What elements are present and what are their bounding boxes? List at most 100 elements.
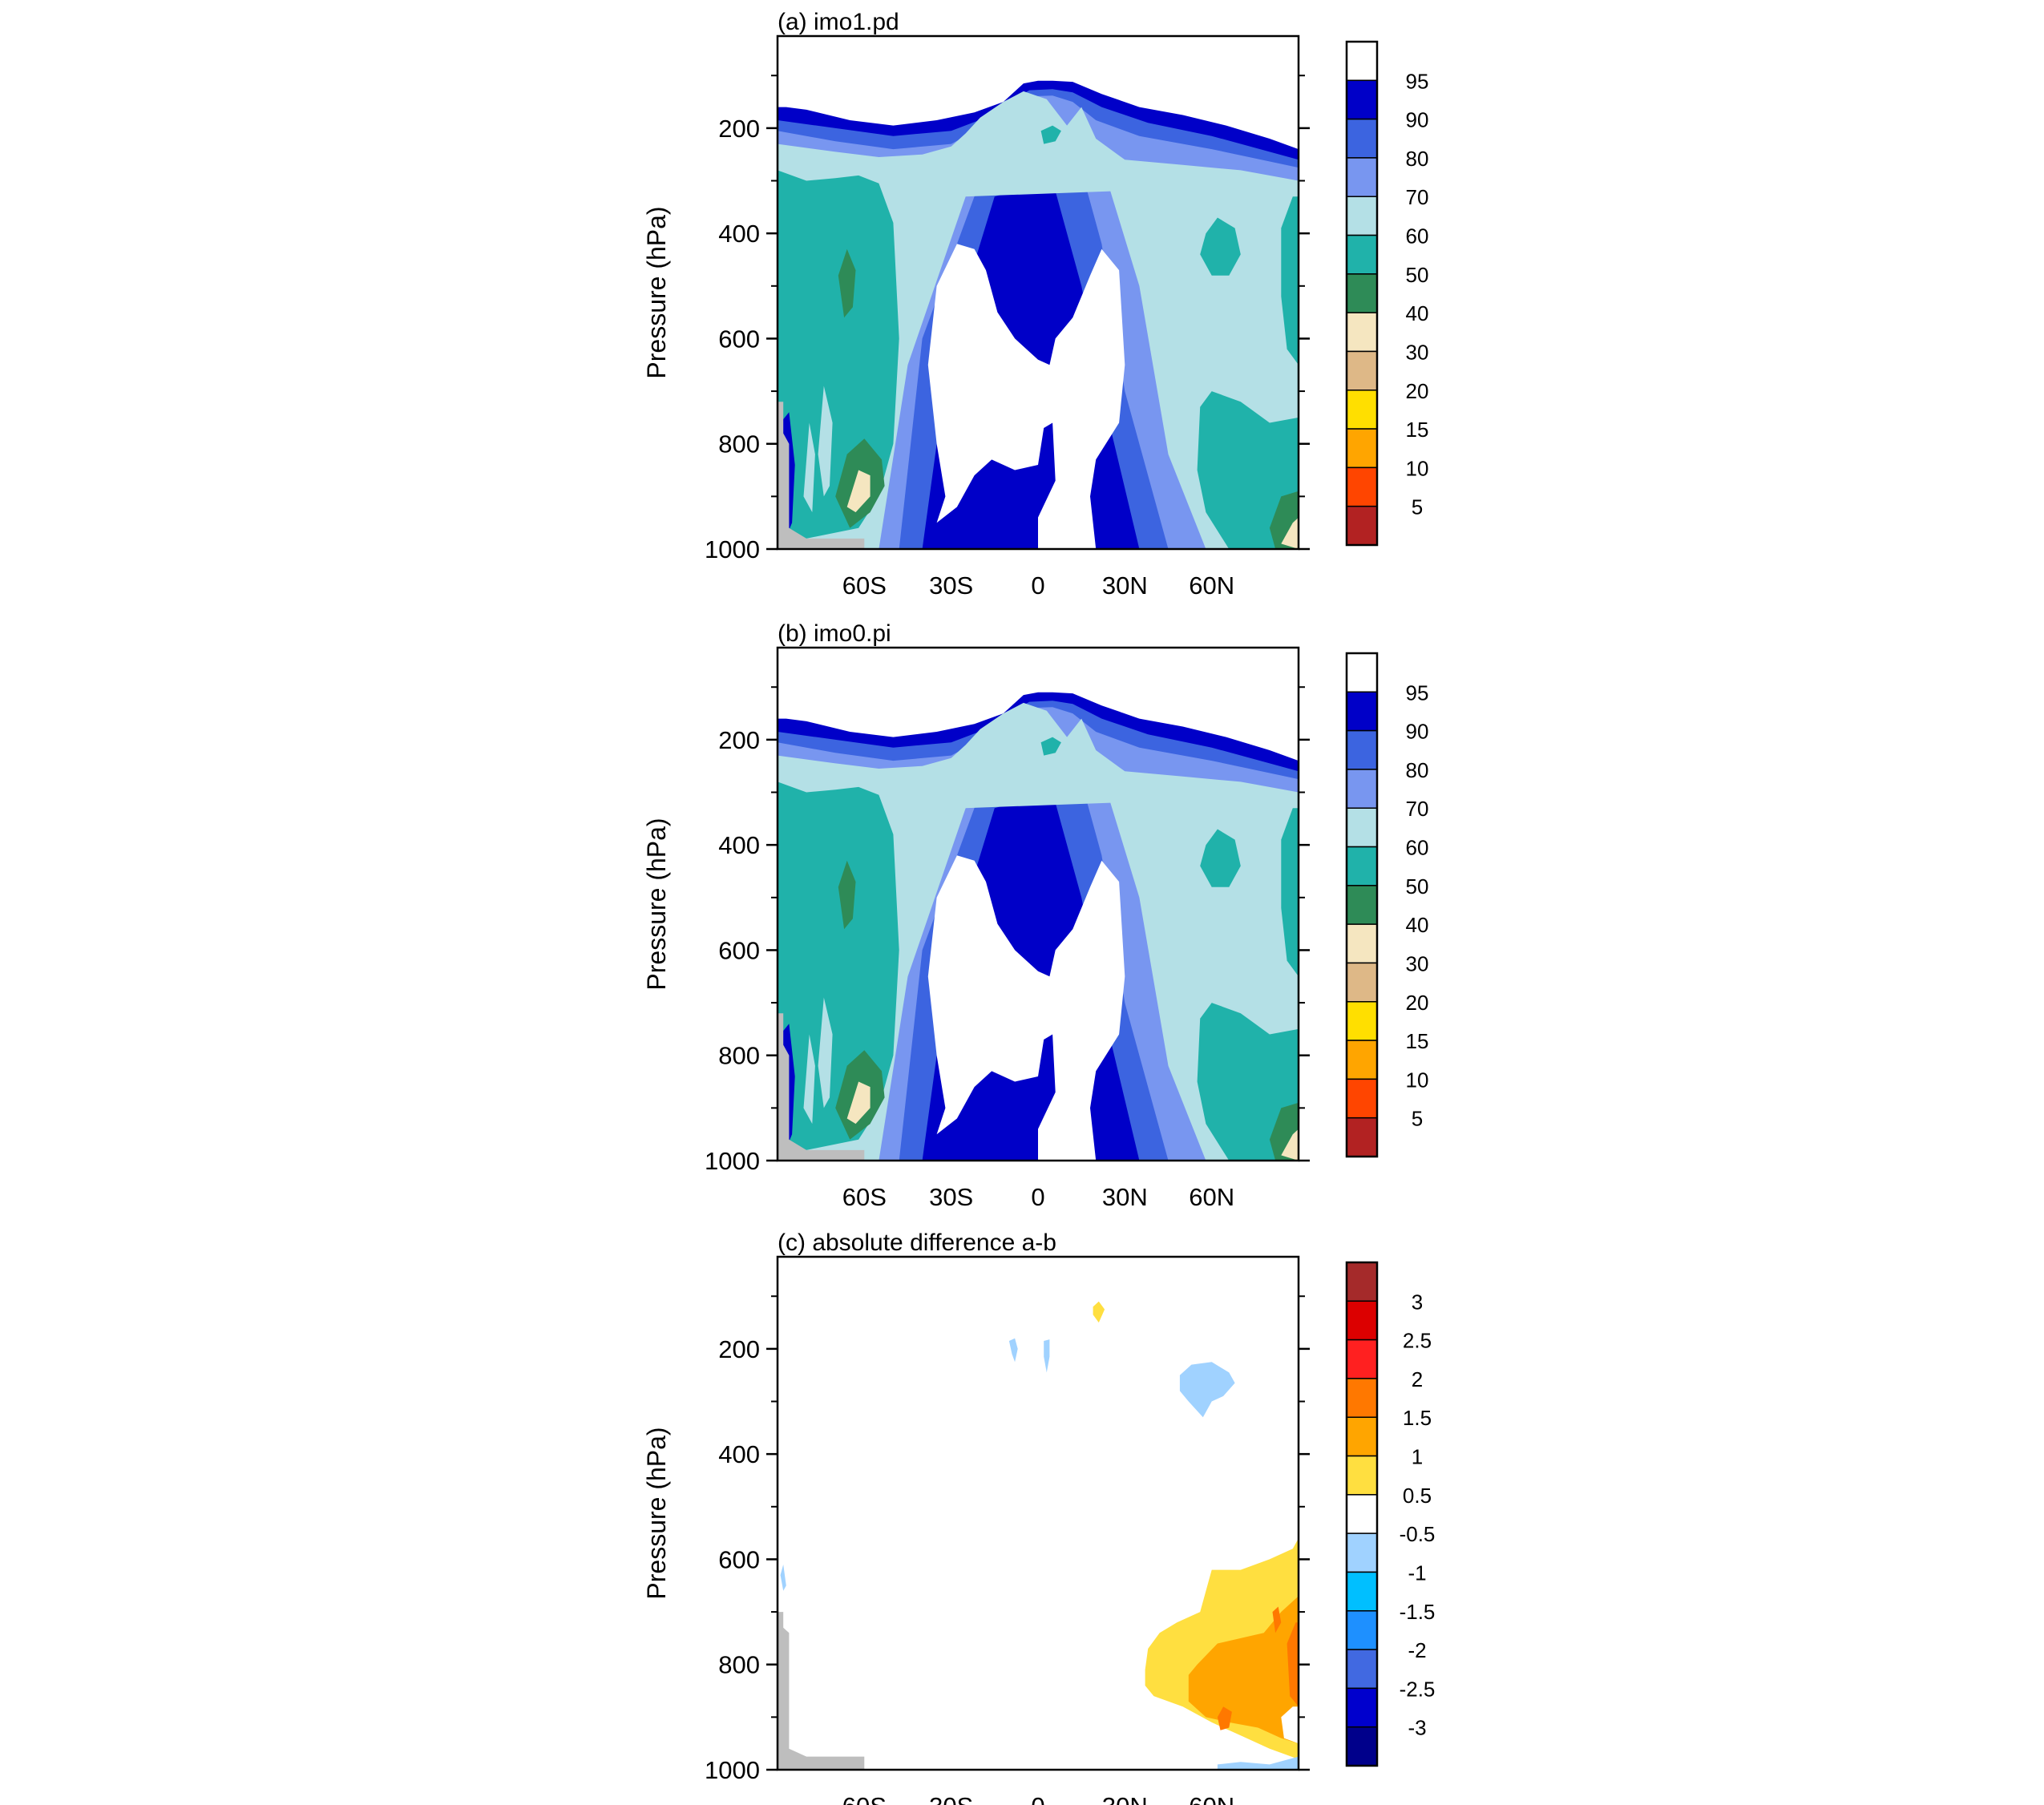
colorbar-swatch [1346,729,1378,770]
colorbar-frame [1345,652,1379,1158]
y-tick-label: 400 [718,1440,760,1468]
x-tick-label: 30S [929,1183,973,1211]
colorbar-label: 60 [1406,836,1429,860]
contour-band-50-60 [846,1081,871,1125]
contour-band-20-30 [778,91,1299,549]
y-tick-label: 400 [718,220,760,248]
y-axis: 200 400 600 800 1000 [705,686,1310,1175]
colorbar-swatch [1346,1339,1378,1379]
y-axis-label: Pressure (hPa) [642,818,671,990]
x-tick-label: 60S [842,1183,887,1211]
colorbar-label: 95 [1406,69,1429,93]
diff-patch-10 [1281,1706,1299,1744]
contour-band-below-5-core [927,244,1125,549]
colorbar-label: 50 [1406,874,1429,898]
contour-band-30-40-top [1040,737,1061,756]
y-axis: 200 400 600 800 1000 [705,1295,1310,1784]
colorbar-swatch [1346,691,1378,732]
colorbar-swatch [1346,1416,1378,1457]
contour-band-20-30-sh-streak2 [803,1034,815,1125]
x-tick-label: 30S [929,1792,973,1805]
colorbar-label: 15 [1406,418,1429,442]
panel-title: (c) absolute difference a-b [778,1230,1056,1256]
colorbar: 5 10 15 20 30 40 50 60 70 80 90 95 [1345,652,1429,1158]
colorbar-swatch [1346,1001,1378,1041]
y-tick-label: 400 [718,831,760,859]
plot-frame [776,34,1300,551]
colorbar-label: 10 [1406,456,1429,480]
diff-patch-1 [1008,1338,1018,1363]
contour-band-30-40-nh [1200,217,1241,276]
colorbar-label: 70 [1406,797,1429,821]
y-tick-label: 800 [718,1042,760,1070]
contour-band-20-30 [778,702,1299,1161]
colorbar-label: 50 [1406,263,1429,287]
colorbar-label: 5 [1412,1107,1423,1131]
colorbar-frame [1345,40,1379,547]
colorbar-label: -2.5 [1400,1677,1436,1701]
y-tick-label: 600 [718,936,760,964]
colorbar-swatch [1346,1040,1378,1080]
colorbar-swatch [1346,1262,1378,1302]
x-tick-label: 60S [842,1792,887,1805]
diff-patch-7 [1217,1706,1232,1730]
contour-band-30-40-nh-edge [1281,808,1299,977]
x-axis: 60S 30S 0 30N 60N [842,571,1234,600]
contour-band-30-40-nh [1200,829,1241,887]
x-tick-label: 30N [1102,1183,1148,1211]
x-tick-label: 60S [842,571,887,600]
colorbar-swatch [1346,1494,1378,1534]
x-tick-label: 0 [1031,1792,1044,1805]
y-tick-label: 600 [718,1545,760,1573]
colorbar-swatch [1346,390,1378,430]
contour-band-below-5-core [927,855,1125,1161]
colorbar-swatch [1346,234,1378,275]
colorbar-label: 40 [1406,913,1429,937]
contour-band-20-30-sh-streak [818,386,833,497]
colorbar-swatch [1346,923,1378,964]
diff-patch-11 [1217,1756,1299,1770]
colorbar-frame [1345,1261,1379,1767]
contour-band-20-30-sh-streak [818,997,833,1108]
colorbar-label: -3 [1408,1716,1426,1740]
x-tick-label: 0 [1031,1183,1044,1211]
y-tick-label: 1000 [705,535,760,563]
terrain-mask [778,402,865,549]
colorbar-label: 2.5 [1403,1329,1432,1353]
y-tick-label: 200 [718,726,760,754]
contour-fills [778,80,1299,550]
contour-band-40-50 [838,248,856,318]
colorbar-swatch [1346,41,1378,82]
colorbar-label: -1.5 [1400,1600,1436,1624]
colorbar-swatch [1346,1078,1378,1119]
y-tick-label: 200 [718,115,760,143]
x-tick-label: 30N [1102,571,1148,600]
diff-patch-6 [1188,1596,1299,1744]
diff-patch-9 [1287,1622,1299,1707]
colorbar-swatch [1346,428,1378,469]
panel-c: (c) absolute difference a-b Pressure (hPa… [642,1230,1435,1805]
y-tick-label: 800 [718,430,760,458]
y-tick-label: 600 [718,325,760,353]
colorbar-swatch [1346,1726,1378,1767]
y-tick-label: 200 [718,1335,760,1363]
colorbar-label: 20 [1406,379,1429,403]
colorbar-label: -2 [1408,1638,1426,1662]
colorbar-swatch [1346,79,1378,120]
contour-band-30-40-nh-edge [1281,196,1299,365]
colorbar-swatch [1346,885,1378,925]
colorbar-label: 80 [1406,758,1429,782]
colorbar-label: 15 [1406,1029,1429,1053]
colorbar-swatch [1346,1300,1378,1341]
contour-band-30-40-nh-low [1197,391,1299,549]
x-axis: 60S 30S 0 30N 60N [842,1792,1234,1805]
colorbar-swatch [1346,505,1378,546]
colorbar-swatch [1346,1532,1378,1573]
colorbar: 5 10 15 20 30 40 50 60 70 80 90 95 [1345,40,1429,547]
colorbar-swatch [1346,769,1378,809]
diff-patch-8 [1272,1606,1282,1633]
contour-band-40-50 [838,860,856,930]
colorbar-label: 1.5 [1403,1406,1432,1430]
colorbar-label: 90 [1406,720,1429,744]
